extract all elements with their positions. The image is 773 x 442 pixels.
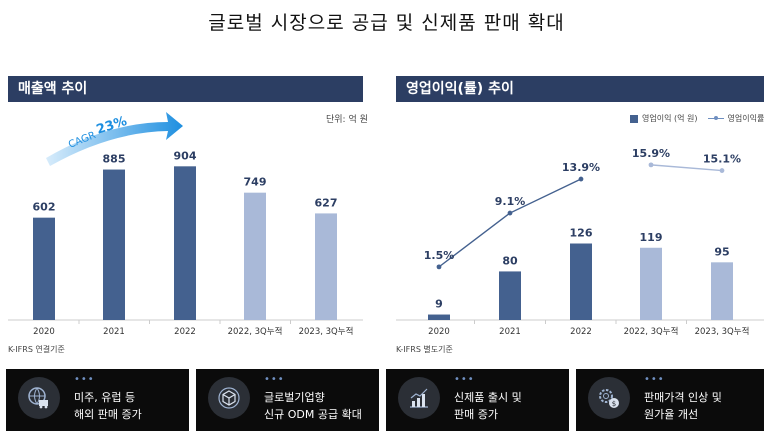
- bar-value-label: 904: [174, 149, 197, 162]
- legend-bar-swatch: [630, 114, 638, 123]
- bar: [174, 166, 196, 320]
- bar-value-label: 885: [103, 153, 126, 166]
- card-text-line1: 판매가격 인상 및: [644, 391, 722, 404]
- revenue-footnote: K-IFRS 연결기준: [8, 345, 65, 354]
- x-tick-label: 2022, 3Q누적: [228, 326, 283, 337]
- bar: [244, 192, 266, 320]
- bar: [570, 243, 592, 320]
- bar: [103, 169, 125, 320]
- globe-truck-icon: [18, 377, 60, 419]
- x-tick-label: 2021: [103, 327, 125, 337]
- margin-value-label: 15.9%: [632, 147, 670, 160]
- cube-package-icon: [208, 377, 250, 419]
- bar-value-label: 749: [244, 176, 267, 189]
- chart-legend: 영업이익 (억 원) 영업이익률: [630, 113, 764, 124]
- card-dots: •••: [644, 374, 665, 385]
- bar-value-label: 80: [502, 254, 518, 267]
- card-overseas-sales: ••• 미주, 유럽 등 해외 판매 증가: [6, 369, 189, 431]
- bar-value-label: 9: [435, 298, 443, 311]
- card-text-line1: 글로벌기업향: [264, 391, 325, 404]
- legend-line-swatch: [707, 116, 724, 120]
- card-cost-improvement: $ ••• 판매가격 인상 및 원가율 개선: [576, 369, 764, 431]
- bar-value-label: 126: [570, 227, 593, 240]
- bar-value-label: 602: [33, 201, 56, 214]
- page-title: 글로벌 시장으로 공급 및 신제품 판매 확대: [208, 12, 565, 34]
- card-text-line2: 신규 ODM 공급 확대: [264, 408, 362, 421]
- margin-point: [507, 210, 513, 216]
- x-tick-label: 2022: [174, 327, 196, 337]
- margin-point: [648, 162, 654, 168]
- card-text-line1: 미주, 유럽 등: [74, 391, 136, 404]
- operating-profit-chart-header: 영업이익(률) 추이: [396, 76, 764, 102]
- card-new-products: ••• 신제품 출시 및 판매 증가: [386, 369, 569, 431]
- bar-value-label: 119: [640, 231, 663, 244]
- unit-label: 단위: 억 원: [326, 115, 368, 125]
- card-text-line2: 판매 증가: [454, 408, 498, 421]
- margin-value-label: 1.5%: [424, 249, 455, 262]
- bar-value-label: 95: [714, 245, 729, 258]
- margin-point: [578, 176, 584, 182]
- legend-bar-label: 영업이익 (억 원): [642, 114, 698, 123]
- x-tick-label: 2023, 3Q누적: [299, 326, 354, 337]
- bar: [640, 247, 662, 320]
- bar: [33, 217, 55, 320]
- bar: [315, 213, 337, 320]
- margin-value-label: 13.9%: [562, 161, 600, 174]
- margin-point: [719, 168, 725, 173]
- bar: [499, 271, 521, 320]
- card-text-line2: 원가율 개선: [644, 408, 699, 421]
- x-tick-label: 2022: [570, 327, 592, 337]
- operating-profit-footnote: K-IFRS 별도기준: [396, 345, 453, 354]
- operating-profit-chart: 9 2020 80 2021 126 2022 119 2022, 3Q누적 95 2023, 3…: [396, 147, 764, 337]
- growth-chart-icon: [398, 377, 440, 419]
- card-text-line1: 신제품 출시 및: [454, 391, 522, 404]
- x-tick-label: 2021: [499, 327, 521, 337]
- x-tick-label: 2020: [33, 327, 55, 337]
- x-tick-label: 2020: [428, 327, 450, 337]
- margin-value-label: 9.1%: [495, 195, 526, 208]
- card-dots: •••: [454, 374, 475, 385]
- gear-coin-icon: $: [588, 377, 630, 419]
- revenue-chart-header: 매출액 추이: [8, 76, 363, 102]
- card-odm-supply: ••• 글로벌기업향 신규 ODM 공급 확대: [196, 369, 379, 431]
- cagr-arrow: [46, 112, 183, 166]
- card-text-line2: 해외 판매 증가: [74, 408, 142, 421]
- bar: [428, 314, 450, 320]
- bar: [711, 262, 733, 320]
- svg-text:$: $: [612, 400, 616, 408]
- x-tick-label: 2023, 3Q누적: [695, 326, 750, 337]
- bar-value-label: 627: [315, 196, 338, 209]
- margin-point: [436, 264, 442, 270]
- margin-value-label: 15.1%: [703, 153, 741, 166]
- card-dots: •••: [74, 374, 95, 385]
- legend-line-label: 영업이익률: [727, 114, 765, 123]
- x-tick-label: 2022, 3Q누적: [624, 326, 679, 337]
- margin-line-segment: [650, 164, 723, 172]
- card-dots: •••: [264, 374, 285, 385]
